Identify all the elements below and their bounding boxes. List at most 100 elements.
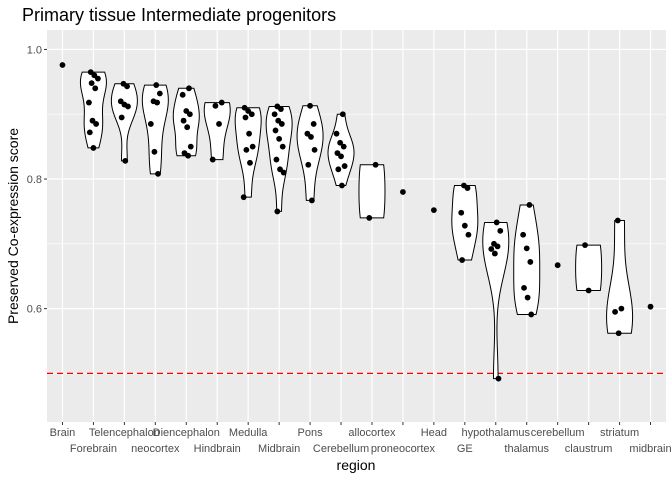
data-point — [88, 80, 95, 87]
x-tick-label: proneocortex — [371, 443, 436, 455]
data-point — [278, 106, 284, 112]
violin-Medulla — [234, 107, 262, 198]
data-point — [90, 145, 97, 151]
data-point — [372, 161, 379, 168]
data-point — [92, 85, 99, 92]
data-point — [186, 85, 192, 92]
data-point — [400, 189, 406, 195]
data-point — [524, 294, 531, 301]
data-point — [527, 259, 534, 265]
data-point — [494, 243, 501, 250]
data-point — [521, 284, 527, 291]
data-point — [216, 121, 222, 127]
data-point — [366, 215, 373, 221]
x-tick-label: Head — [421, 427, 447, 439]
x-tick-label: Forebrain — [70, 443, 117, 455]
data-point — [249, 143, 256, 150]
data-point — [307, 102, 313, 109]
violin-Pons — [296, 105, 324, 201]
violin-thalamus — [513, 204, 541, 315]
data-point — [585, 287, 592, 294]
data-point — [337, 139, 344, 146]
data-point — [311, 146, 318, 153]
data-point — [464, 185, 471, 191]
data-point — [458, 209, 465, 216]
x-tick-label: GE — [457, 443, 473, 455]
x-tick-label: Telencephalon — [89, 427, 160, 439]
data-point — [493, 219, 500, 226]
data-point — [184, 124, 191, 131]
data-point — [242, 114, 249, 121]
data-point — [341, 163, 348, 169]
y-axis-title: Preserved Co-expression score — [5, 128, 21, 324]
data-point — [488, 246, 495, 252]
data-point — [153, 82, 160, 88]
data-point — [310, 121, 317, 127]
data-point — [335, 166, 342, 173]
violin-GE — [451, 185, 479, 261]
x-tick-label: cerebellum — [531, 427, 585, 439]
violin-hypothalamus — [482, 221, 510, 380]
data-point — [147, 121, 154, 127]
data-point — [523, 245, 530, 252]
data-point — [247, 159, 253, 166]
data-point — [86, 99, 92, 106]
data-point — [151, 148, 158, 155]
data-point — [340, 143, 347, 150]
x-tick-label: Hindbrain — [194, 443, 241, 455]
data-point — [497, 227, 504, 234]
x-tick-label: claustrum — [565, 443, 613, 455]
data-point — [618, 305, 625, 312]
data-point — [339, 111, 346, 118]
violin-Diencephalon — [172, 87, 200, 157]
data-point — [243, 146, 250, 153]
x-tick-label: Brain — [50, 427, 76, 439]
data-point — [279, 143, 286, 150]
data-point — [59, 62, 66, 68]
x-tick-label: thalamus — [504, 443, 549, 455]
data-point — [465, 231, 472, 238]
data-point — [526, 202, 533, 208]
data-point — [156, 90, 163, 97]
x-tick-label: allocortex — [348, 427, 396, 439]
data-points — [59, 62, 654, 382]
data-point — [520, 231, 527, 238]
data-point — [615, 330, 622, 337]
x-tick-label: hypothalamus — [462, 427, 531, 439]
data-point — [612, 308, 618, 315]
data-point — [333, 130, 340, 137]
y-tick-label: 0.8 — [27, 174, 42, 186]
data-point — [248, 111, 255, 118]
y-axis-ticks: 0.6 0.8 1.0 — [27, 44, 47, 316]
data-point — [86, 129, 93, 136]
chart-title: Primary tissue Intermediate progenitors — [22, 5, 336, 25]
data-point — [240, 194, 247, 201]
data-point — [187, 143, 194, 150]
data-point — [246, 130, 252, 137]
data-point — [180, 117, 187, 124]
data-point — [495, 375, 502, 382]
data-point — [272, 127, 279, 134]
x-tick-label: Diencephalon — [153, 427, 220, 439]
data-point — [218, 99, 225, 106]
x-tick-label: Midbrain — [258, 443, 300, 455]
data-point — [459, 257, 466, 263]
data-point — [276, 135, 283, 142]
data-point — [124, 83, 130, 90]
data-point — [461, 222, 468, 229]
data-point — [528, 311, 535, 318]
data-point — [95, 75, 101, 82]
y-tick-label: 0.6 — [27, 304, 42, 316]
x-tick-label: Medulla — [229, 427, 268, 439]
y-tick-label: 1.0 — [27, 44, 42, 56]
plot-panel — [47, 30, 666, 422]
data-point — [125, 103, 131, 110]
data-point — [154, 99, 161, 106]
data-point — [554, 262, 561, 269]
data-point — [179, 91, 186, 98]
x-axis-title: region — [337, 457, 376, 473]
violin-striatum — [606, 219, 634, 334]
data-point — [308, 197, 315, 204]
violin-Forebrain — [79, 71, 107, 149]
